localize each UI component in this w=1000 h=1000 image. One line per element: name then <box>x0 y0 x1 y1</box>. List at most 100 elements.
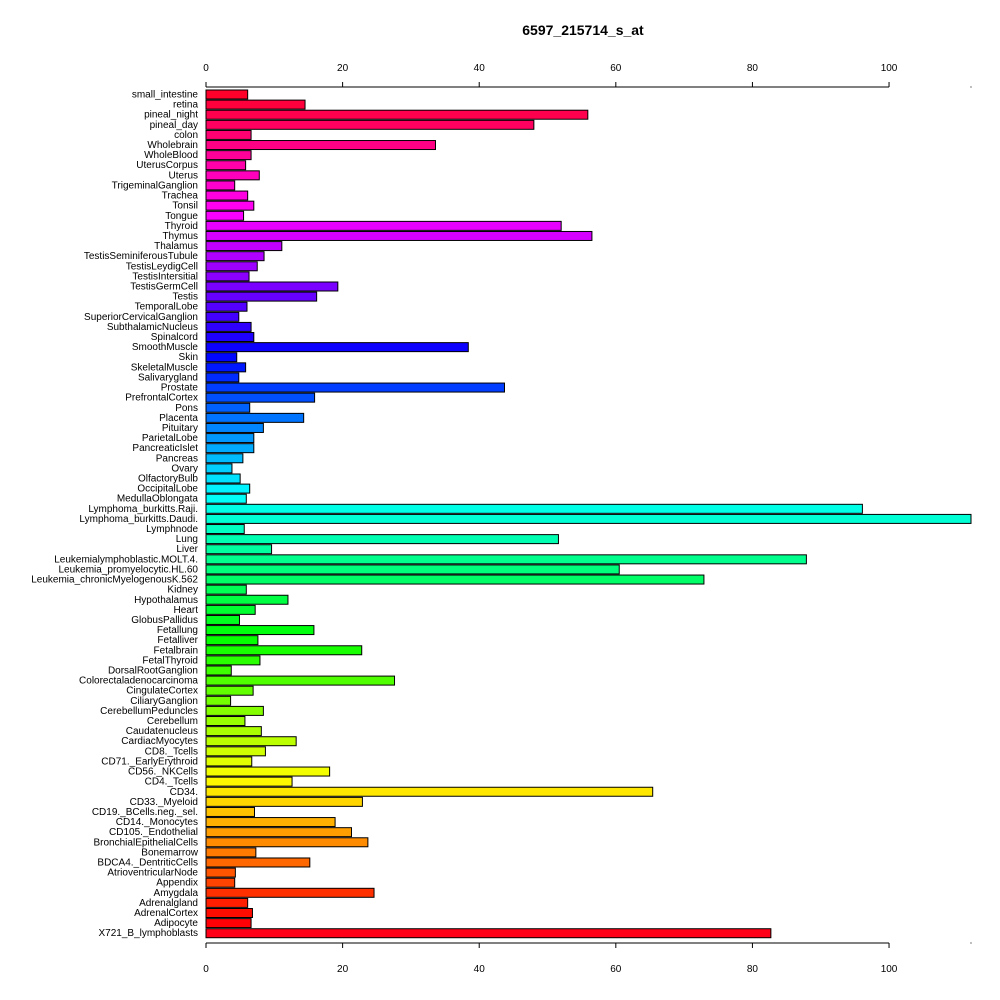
category-label: OccipitalLobe <box>137 484 198 495</box>
bar <box>205 352 238 363</box>
bar <box>205 119 535 130</box>
category-label: TrigeminalGanglion <box>112 180 198 191</box>
category-label: CardiacMyocytes <box>121 736 198 747</box>
bar <box>205 786 654 797</box>
category-label: WholeBlood <box>144 150 198 161</box>
category-label: SubthalamicNucleus <box>107 322 198 333</box>
bar <box>205 281 339 292</box>
bar <box>205 109 589 120</box>
bar <box>205 170 260 181</box>
bar <box>205 453 244 464</box>
category-label: CD34. <box>170 787 198 798</box>
tick-label: 0 <box>203 964 209 975</box>
tick-label: 40 <box>474 964 486 975</box>
category-label: MedullaOblongata <box>117 494 199 505</box>
category-label: CerebellumPeduncles <box>100 706 198 717</box>
bar <box>205 716 246 727</box>
bar <box>205 806 255 817</box>
bar <box>205 796 363 807</box>
category-label: Hypothalamus <box>134 595 198 606</box>
tick-label: 60 <box>610 63 622 74</box>
category-label: Pancreas <box>156 453 198 464</box>
category-label: Leukemialymphoblastic.MOLT.4. <box>54 554 198 565</box>
category-label: Fetalbrain <box>154 645 198 656</box>
category-label: Lung <box>176 534 198 545</box>
tick-label: 100 <box>881 63 898 74</box>
bar <box>205 928 772 939</box>
bar <box>205 150 252 161</box>
bar <box>205 301 248 312</box>
axis-end-mark <box>970 942 972 944</box>
bar <box>205 493 247 504</box>
bar <box>205 625 315 636</box>
bar <box>205 372 240 383</box>
category-label: CD19._BCells.neg._sel. <box>92 807 198 818</box>
bar <box>205 210 245 221</box>
bar <box>205 422 264 433</box>
bar <box>205 665 232 676</box>
tick-label: 20 <box>337 964 349 975</box>
category-label: CD71._EarlyErythroid <box>101 756 198 767</box>
category-label: pineal_day <box>150 120 198 131</box>
category-labels: small_intestineretinapineal_nightpineal_… <box>31 90 199 940</box>
category-label: PancreaticIslet <box>132 443 198 454</box>
category-label: CD14._Monocytes <box>116 817 198 828</box>
bar <box>205 635 259 646</box>
bar <box>205 433 255 444</box>
bar <box>205 756 253 767</box>
category-label: Pituitary <box>162 423 198 434</box>
category-label: Fetallung <box>157 625 198 636</box>
bar <box>205 140 436 151</box>
category-label: CD105._Endothelial <box>109 827 198 838</box>
bar <box>205 887 375 898</box>
bar <box>205 604 256 615</box>
tick-label: 100 <box>881 964 898 975</box>
bar <box>205 473 241 484</box>
category-label: BDCA4._DentriticCells <box>97 857 198 868</box>
tick-label: 20 <box>337 63 349 74</box>
bar <box>205 584 247 595</box>
bar <box>205 524 245 535</box>
category-label: Cerebellum <box>147 716 198 727</box>
bar <box>205 392 316 403</box>
bar <box>205 594 289 605</box>
category-label: Leukemia_promyelocytic.HL.60 <box>58 564 198 575</box>
category-label: small_intestine <box>132 90 199 101</box>
category-label: Uterus <box>169 170 198 181</box>
category-label: CD4._Tcells <box>145 777 198 788</box>
bar <box>205 241 283 252</box>
category-label: Adipocyte <box>154 918 198 929</box>
category-label: Thyroid <box>165 221 198 232</box>
bar <box>205 655 261 666</box>
category-label: Pons <box>175 403 198 414</box>
bar <box>205 220 562 231</box>
category-label: BronchialEpithelialCells <box>94 837 199 848</box>
category-label: Caudatenucleus <box>126 726 198 737</box>
category-label: Lymphoma_burkitts.Raji. <box>88 504 198 515</box>
category-label: X721_B_lymphoblasts <box>98 928 198 939</box>
category-label: Prostate <box>161 383 199 394</box>
category-label: OlfactoryBulb <box>138 473 198 484</box>
category-label: Placenta <box>159 413 198 424</box>
category-label: Adrenalgland <box>139 898 198 909</box>
bar <box>205 342 469 353</box>
bar <box>205 463 233 474</box>
bar <box>205 746 266 757</box>
bar <box>205 230 593 241</box>
bar <box>205 271 250 282</box>
bar <box>205 321 252 332</box>
chart-title: 6597_215714_s_at <box>522 22 644 38</box>
bar <box>205 311 240 322</box>
bar <box>205 847 257 858</box>
bar <box>205 332 255 343</box>
bar <box>205 736 297 747</box>
category-label: SkeletalMuscle <box>131 362 199 373</box>
bar <box>205 726 262 737</box>
category-label: Bonemarrow <box>141 847 198 858</box>
category-label: CD8._Tcells <box>145 746 198 757</box>
bar <box>205 857 311 868</box>
tick-label: 40 <box>474 63 486 74</box>
axis-end-mark <box>970 86 972 88</box>
category-label: Liver <box>176 544 198 555</box>
